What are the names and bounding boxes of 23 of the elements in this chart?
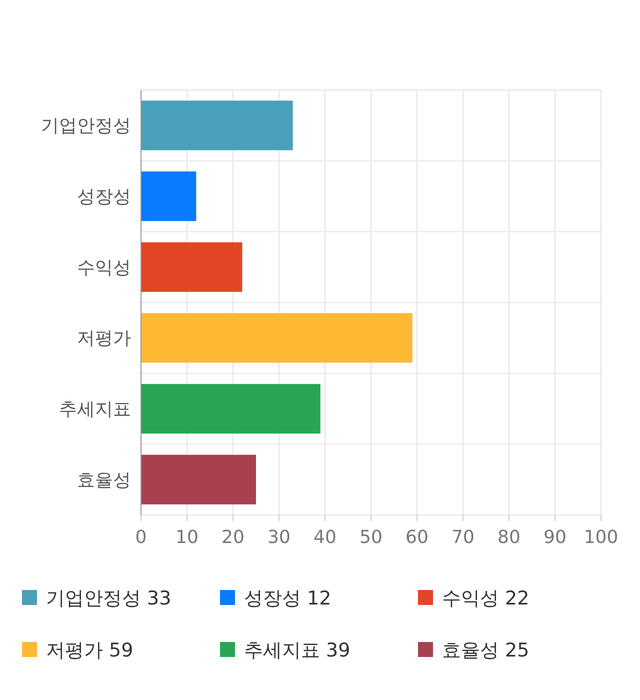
y-tick-label: 성장성 [77,186,131,208]
x-tick-label: 90 [544,527,566,548]
x-tick-label: 40 [314,527,336,548]
x-tick-label: 10 [176,527,198,548]
y-tick-label: 저평가 [77,328,131,350]
x-tick-label: 60 [406,527,428,548]
x-tick-label: 30 [268,527,290,548]
x-tick-label: 20 [222,527,244,548]
legend-label: 저평가 59 [46,640,134,662]
y-tick-label: 효율성 [77,470,131,491]
x-tick-label: 50 [360,527,382,548]
y-tick-label: 수익성 [77,257,131,278]
legend-label: 기업안정성 33 [46,588,172,610]
y-tick-label: 기업안정성 [41,116,131,137]
x-tick-label: 70 [452,527,474,548]
y-tick-label: 추세지표 [59,399,131,420]
x-tick-label: 100 [584,527,618,548]
x-tick-label: 0 [135,527,147,548]
legend-label: 성장성 12 [244,588,332,610]
legend-label: 수익성 22 [442,588,530,610]
legend-label: 추세지표 39 [244,640,350,662]
x-tick-label: 80 [498,527,520,548]
legend-label: 효율성 25 [442,640,530,662]
